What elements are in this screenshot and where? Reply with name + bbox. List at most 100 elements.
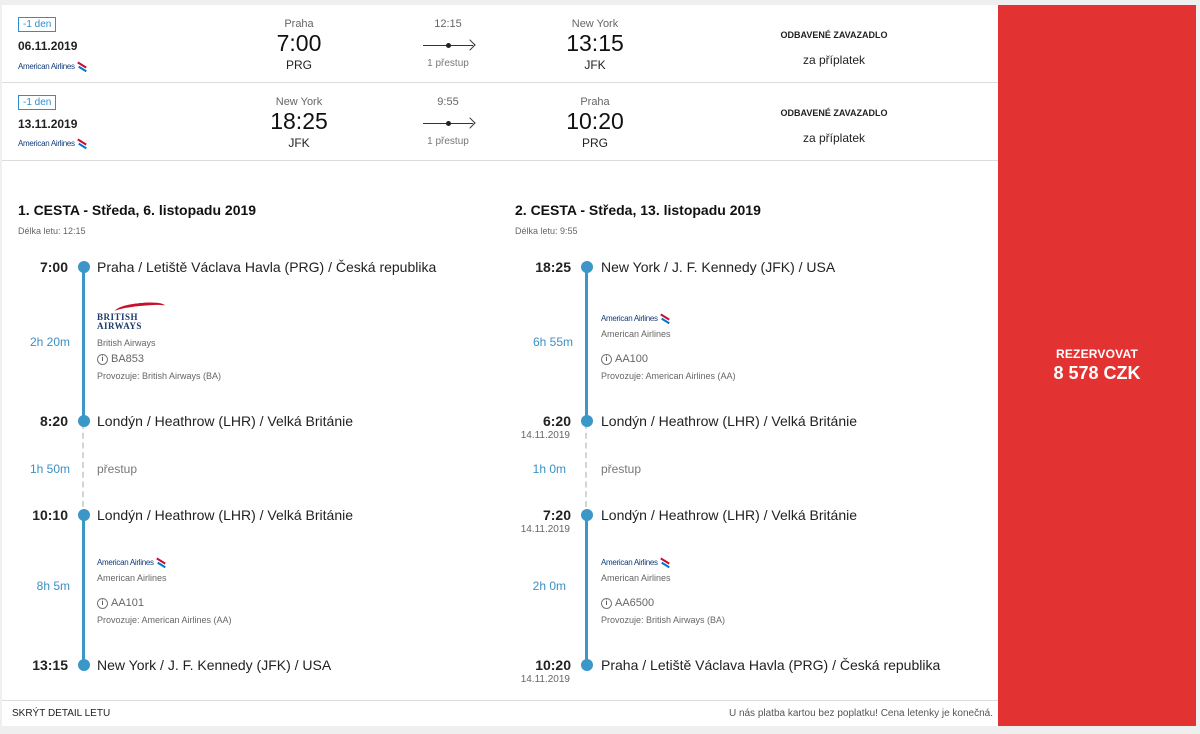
- leg2-title: 2. CESTA - Středa, 13. listopadu 2019: [515, 202, 761, 218]
- leg2-duration: Délka letu: 9:55: [515, 226, 578, 236]
- flight-card: -1 den 06.11.2019 American Airlines Prah…: [2, 5, 998, 726]
- leg1-title: 1. CESTA - Středa, 6. listopadu 2019: [18, 202, 257, 218]
- airline-name: American Airlines: [601, 573, 671, 583]
- flight-number[interactable]: i AA100: [601, 353, 648, 365]
- stop-node: [581, 659, 593, 671]
- inbound-summary[interactable]: -1 den 13.11.2019 American Airlines New …: [2, 83, 998, 161]
- baggage-note: za příplatek: [802, 53, 866, 67]
- american-airlines-logo: American Airlines: [18, 139, 87, 148]
- flight-duration: 9:55: [437, 96, 459, 108]
- payment-note: U nás platba kartou bez poplatku! Cena l…: [728, 708, 993, 719]
- operator: Provozuje: British Airways (BA): [601, 615, 726, 625]
- timeline-segment: [585, 267, 588, 417]
- operator: Provozuje: American Airlines (AA): [601, 371, 736, 381]
- stop-time: 13:15: [32, 657, 68, 673]
- outbound-summary[interactable]: -1 den 06.11.2019 American Airlines Prah…: [2, 5, 998, 83]
- transfer-label: přestup: [97, 462, 138, 476]
- route-arrow-icon: [423, 39, 476, 51]
- airline-name: American Airlines: [601, 329, 671, 339]
- baggage-note: za příplatek: [802, 131, 866, 145]
- stop-time: 10:10: [32, 507, 68, 523]
- operator: Provozuje: American Airlines (AA): [97, 615, 232, 625]
- stop-place: Londýn / Heathrow (LHR) / Velká Británie: [601, 507, 858, 523]
- airline-name: British Airways: [97, 338, 156, 348]
- leg1-duration: Délka letu: 12:15: [18, 226, 86, 236]
- destination-city: Praha: [580, 96, 610, 108]
- segment-duration: 8h 5m: [36, 579, 70, 593]
- flight-number[interactable]: i BA853: [97, 353, 144, 365]
- segment-duration: 2h 0m: [532, 579, 566, 593]
- stop-date: 14.11.2019: [520, 430, 570, 441]
- book-button[interactable]: REZERVOVAT 8 578 CZK: [998, 5, 1196, 726]
- stop-place: Praha / Letiště Václava Havla (PRG) / Če…: [97, 259, 437, 275]
- stop-node: [581, 261, 593, 273]
- stops-count: 1 přestup: [427, 136, 469, 147]
- stop-node: [78, 415, 90, 427]
- stop-place: Londýn / Heathrow (LHR) / Velká Británie: [97, 413, 354, 429]
- book-price: 8 578 CZK: [1053, 363, 1141, 383]
- airline-name: American Airlines: [97, 573, 167, 583]
- stop-place: Londýn / Heathrow (LHR) / Velká Británie: [97, 507, 354, 523]
- american-airlines-logo: American Airlines: [601, 558, 670, 567]
- stop-place: Praha / Letiště Václava Havla (PRG) / Če…: [601, 657, 941, 673]
- timeline-segment: [82, 510, 85, 660]
- route-arrow-icon: [423, 117, 476, 129]
- stop-time: 6:20: [542, 413, 571, 429]
- book-label: REZERVOVAT: [1055, 347, 1138, 361]
- flight-number[interactable]: i AA101: [97, 597, 144, 609]
- arrival-time: 10:20: [566, 108, 624, 134]
- destination-code: PRG: [581, 136, 608, 150]
- departure-date: 06.11.2019: [18, 39, 78, 53]
- info-icon: i: [601, 353, 612, 365]
- origin-city: New York: [275, 96, 323, 108]
- stop-time: 8:20: [39, 413, 68, 429]
- hide-details-link[interactable]: SKRÝT DETAIL LETU: [12, 708, 111, 719]
- stop-date: 14.11.2019: [520, 674, 570, 685]
- stop-place: Londýn / Heathrow (LHR) / Velká Británie: [601, 413, 858, 429]
- british-airways-logo: BRITISH AIRWAYS: [97, 300, 177, 333]
- destination-code: JFK: [584, 58, 606, 72]
- day-offset-badge: -1 den: [18, 95, 57, 110]
- operator: Provozuje: British Airways (BA): [97, 371, 222, 381]
- stop-node: [78, 509, 90, 521]
- timeline-segment: [585, 510, 588, 660]
- departure-time: 7:00: [276, 30, 322, 56]
- stop-place: New York / J. F. Kennedy (JFK) / USA: [97, 657, 332, 673]
- baggage-title: ODBAVENÉ ZAVAZADLO: [780, 108, 888, 118]
- aa-mark-icon: [77, 63, 87, 71]
- transfer-label: přestup: [601, 462, 642, 476]
- departure-time: 18:25: [270, 108, 328, 134]
- stop-time: 7:20: [542, 507, 571, 523]
- aa-mark-icon: [660, 315, 670, 323]
- baggage-title: ODBAVENÉ ZAVAZADLO: [780, 30, 888, 40]
- aa-mark-icon: [660, 559, 670, 567]
- american-airlines-logo: American Airlines: [601, 314, 670, 323]
- destination-city: New York: [571, 18, 619, 30]
- stop-time: 7:00: [39, 259, 68, 275]
- aa-mark-icon: [77, 140, 87, 148]
- info-icon: i: [97, 353, 108, 365]
- transfer-duration: 1h 50m: [29, 462, 70, 476]
- stop-time: 10:20: [535, 657, 571, 673]
- transfer-line: [82, 423, 84, 507]
- stop-node: [78, 659, 90, 671]
- info-icon: i: [97, 597, 108, 609]
- flight-number[interactable]: i AA6500: [601, 597, 654, 609]
- info-icon: i: [601, 597, 612, 609]
- segment-duration: 2h 20m: [29, 335, 70, 349]
- segment-duration: 6h 55m: [532, 335, 573, 349]
- transfer-line: [585, 423, 587, 507]
- stop-date: 14.11.2019: [520, 524, 570, 535]
- stop-node: [581, 509, 593, 521]
- timeline-segment: [82, 267, 85, 417]
- card-footer: SKRÝT DETAIL LETU U nás platba kartou be…: [2, 700, 998, 727]
- origin-code: PRG: [285, 58, 312, 72]
- stop-node: [581, 415, 593, 427]
- origin-city: Praha: [284, 18, 314, 30]
- flight-duration: 12:15: [434, 18, 462, 30]
- stop-time: 18:25: [535, 259, 571, 275]
- aa-mark-icon: [156, 559, 166, 567]
- departure-date: 13.11.2019: [18, 117, 78, 131]
- day-offset-badge: -1 den: [18, 17, 57, 32]
- origin-code: JFK: [288, 136, 310, 150]
